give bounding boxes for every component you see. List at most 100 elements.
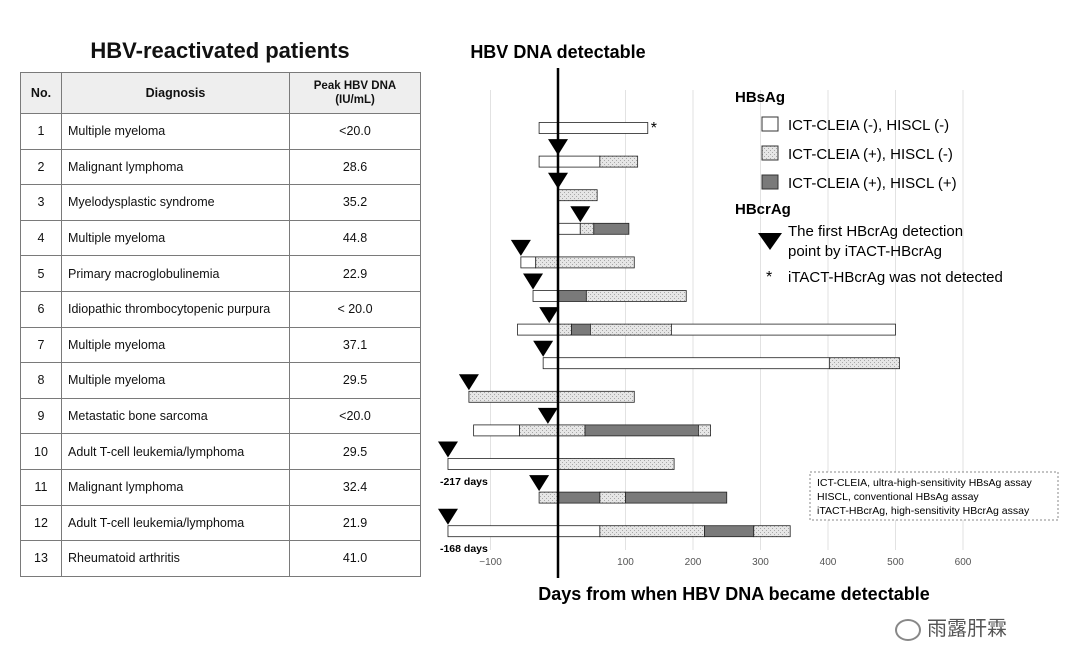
cell-no: 13	[20, 540, 62, 577]
cell-peak: 44.8	[289, 219, 421, 257]
bar-segment-pos	[625, 491, 728, 504]
legend-swatch-mid	[761, 145, 779, 161]
cell-diagnosis: Malignant lymphoma	[61, 468, 290, 506]
cell-diagnosis: Rheumatoid arthritis	[61, 540, 290, 577]
hbcrag-triangle	[533, 340, 554, 357]
bar-segment-pos	[557, 290, 587, 302]
cell-no: 12	[20, 504, 62, 542]
x-tick-labels: −100 100 200 300 400 500 600	[479, 557, 972, 568]
patients-table: No. Diagnosis Peak HBV DNA (IU/mL) 1 Mult…	[20, 72, 421, 577]
cell-diagnosis: Malignant lymphoma	[61, 148, 290, 186]
legend-pos-label: ICT-CLEIA (+), HISCL (+)	[788, 175, 957, 192]
bar-segment-mid	[828, 357, 900, 370]
bar-segment-neg	[520, 256, 537, 269]
col-header-diagnosis: Diagnosis	[61, 72, 290, 114]
legend-triangle-icon	[758, 233, 782, 250]
cell-peak: < 20.0	[289, 290, 421, 328]
col-header-no: No.	[20, 72, 62, 114]
cell-no: 4	[20, 219, 62, 257]
cell-diagnosis: Multiple myeloma	[61, 219, 290, 257]
bar-segment-neg	[557, 222, 581, 235]
bar-segment-mid	[753, 525, 791, 538]
x-axis-label: Days from when HBV DNA became detectable	[538, 584, 929, 604]
x-tick-label: 100	[617, 557, 634, 568]
legend-swatch-pos	[761, 174, 779, 190]
bar-segment-mid	[535, 256, 635, 269]
offset-label: -217 days	[440, 476, 488, 488]
bar-segment-neg	[473, 424, 520, 437]
cell-peak: 41.0	[289, 540, 421, 577]
bar-segment-mid	[579, 222, 595, 235]
bar-segment-mid	[557, 458, 675, 470]
cell-no: 3	[20, 184, 62, 221]
bar-segment-neg	[542, 357, 830, 370]
table-header-row: No. Diagnosis Peak HBV DNA (IU/mL)	[20, 72, 421, 114]
bar-segment-neg	[517, 323, 559, 336]
x-tick-label: 600	[955, 557, 972, 568]
assay-note-line1: ICT-CLEIA, ultra-high-sensitivity HBsAg …	[817, 477, 1032, 489]
bar-segment-mid	[557, 189, 598, 202]
bar-segment-mid	[599, 155, 639, 168]
assay-note: ICT-CLEIA, ultra-high-sensitivity HBsAg …	[809, 471, 1059, 521]
offset-label: -168 days	[440, 543, 488, 555]
legend-mid-label: ICT-CLEIA (+), HISCL (-)	[788, 146, 953, 163]
table-row: 11 Malignant lymphoma 32.4	[20, 468, 421, 506]
table-row: 5 Primary macroglobulinemia 22.9	[20, 255, 421, 292]
x-tick-label: 400	[820, 557, 837, 568]
legend-swatch-neg	[761, 116, 779, 132]
bar-segment-neg	[538, 155, 601, 168]
not-detected-star: *	[651, 120, 657, 137]
bar-segment-mid	[698, 424, 711, 437]
bar-segment-neg	[538, 122, 649, 134]
bar-segment-mid	[599, 491, 626, 504]
table-row: 10 Adult T-cell leukemia/lymphoma 29.5	[20, 433, 421, 470]
chart-bars	[447, 122, 900, 538]
assay-note-line3: iTACT-HBcrAg, high-sensitivity HBcrAg as…	[817, 505, 1030, 517]
table-row: 7 Multiple myeloma 37.1	[20, 326, 421, 364]
bar-segment-mid	[519, 424, 586, 437]
bar-segment-mid	[538, 491, 559, 504]
cell-diagnosis: Multiple myeloma	[61, 362, 290, 399]
cell-peak: <20.0	[289, 113, 421, 150]
bar-segment-neg	[447, 458, 559, 470]
peak-header-line1: Peak HBV DNA	[313, 80, 397, 92]
legend-hbsag-title: HBsAg	[735, 89, 785, 106]
bar-segment-mid	[468, 390, 635, 403]
assay-note-line2: HISCL, conventional HBsAg assay	[817, 491, 979, 503]
cell-diagnosis: Adult T-cell leukemia/lymphoma	[61, 433, 290, 470]
bar-segment-mid	[599, 525, 705, 538]
legend-hbcrag-title: HBcrAg	[735, 201, 791, 218]
table-row: 2 Malignant lymphoma 28.6	[20, 148, 421, 186]
x-tick-label: 500	[887, 557, 904, 568]
chart-markers: * -217 days -168 days	[437, 120, 657, 555]
x-tick-label: 200	[685, 557, 702, 568]
col-header-peak: Peak HBV DNA (IU/mL)	[289, 72, 421, 114]
peak-header-line2: (IU/mL)	[335, 94, 375, 106]
table-row: 3 Myelodysplastic syndrome 35.2	[20, 184, 421, 221]
x-tick-label: 300	[752, 557, 769, 568]
cell-diagnosis: Multiple myeloma	[61, 113, 290, 150]
wechat-watermark: 雨露肝霖	[895, 612, 1007, 641]
wechat-icon	[895, 618, 921, 641]
table-row: 1 Multiple myeloma <20.0	[20, 113, 421, 150]
cell-diagnosis: Idiopathic thrombocytopenic purpura	[61, 290, 290, 328]
watermark-text: 雨露肝霖	[927, 618, 1007, 640]
cell-diagnosis: Primary macroglobulinemia	[61, 255, 290, 292]
legend-neg-label: ICT-CLEIA (-), HISCL (-)	[788, 117, 949, 134]
bar-segment-pos	[584, 424, 699, 437]
legend-triangle-line2: point by iTACT-HBcrAg	[788, 243, 942, 260]
bar-segment-pos	[593, 222, 630, 235]
table-row: 9 Metastatic bone sarcoma <20.0	[20, 397, 421, 435]
table-row: 6 Idiopathic thrombocytopenic purpura < 20…	[20, 290, 421, 328]
legend: HBsAg ICT-CLEIA (-), HISCL (-) ICT-CLEIA…	[735, 89, 1003, 286]
bar-segment-neg	[532, 290, 559, 302]
cell-no: 8	[20, 362, 62, 399]
cell-peak: 29.5	[289, 362, 421, 399]
cell-no: 11	[20, 468, 62, 506]
hbcrag-triangle	[570, 206, 591, 223]
bar-segment-neg	[671, 323, 896, 336]
x-tick-label: −100	[479, 557, 502, 568]
bar-segment-pos	[571, 323, 591, 336]
table-title: HBV-reactivated patients	[90, 38, 350, 63]
